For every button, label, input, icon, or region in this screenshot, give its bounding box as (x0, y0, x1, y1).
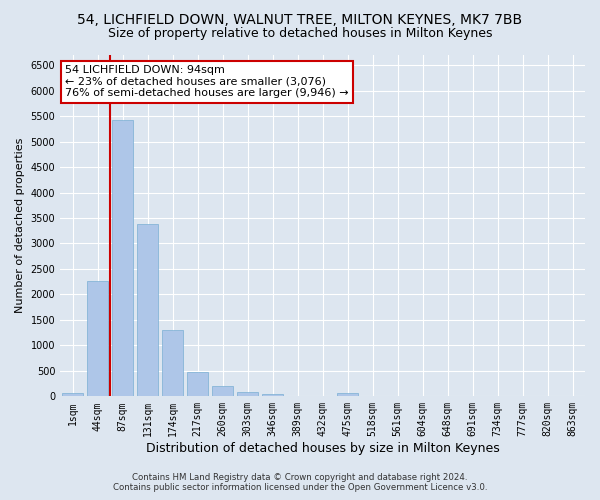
Bar (112, 120, 133, 396)
X-axis label: Distribution of detached houses by size in Milton Keynes: Distribution of detached houses by size … (146, 442, 499, 455)
Bar (87, 280, 108, 396)
Text: Contains HM Land Registry data © Crown copyright and database right 2024.
Contai: Contains HM Land Registry data © Crown c… (113, 473, 487, 492)
Text: Size of property relative to detached houses in Milton Keynes: Size of property relative to detached ho… (108, 28, 492, 40)
Bar (187, 372, 208, 396)
Bar (262, 394, 283, 396)
Text: 54, LICHFIELD DOWN, WALNUT TREE, MILTON KEYNES, MK7 7BB: 54, LICHFIELD DOWN, WALNUT TREE, MILTON … (77, 12, 523, 26)
Bar (237, 392, 258, 396)
Bar (162, 330, 183, 396)
Bar (62, 394, 83, 396)
Bar (212, 386, 233, 396)
Text: 54 LICHFIELD DOWN: 94sqm
← 23% of detached houses are smaller (3,076)
76% of sem: 54 LICHFIELD DOWN: 94sqm ← 23% of detach… (65, 65, 349, 98)
Y-axis label: Number of detached properties: Number of detached properties (15, 138, 25, 314)
Bar (337, 394, 358, 396)
Bar (137, 224, 158, 396)
